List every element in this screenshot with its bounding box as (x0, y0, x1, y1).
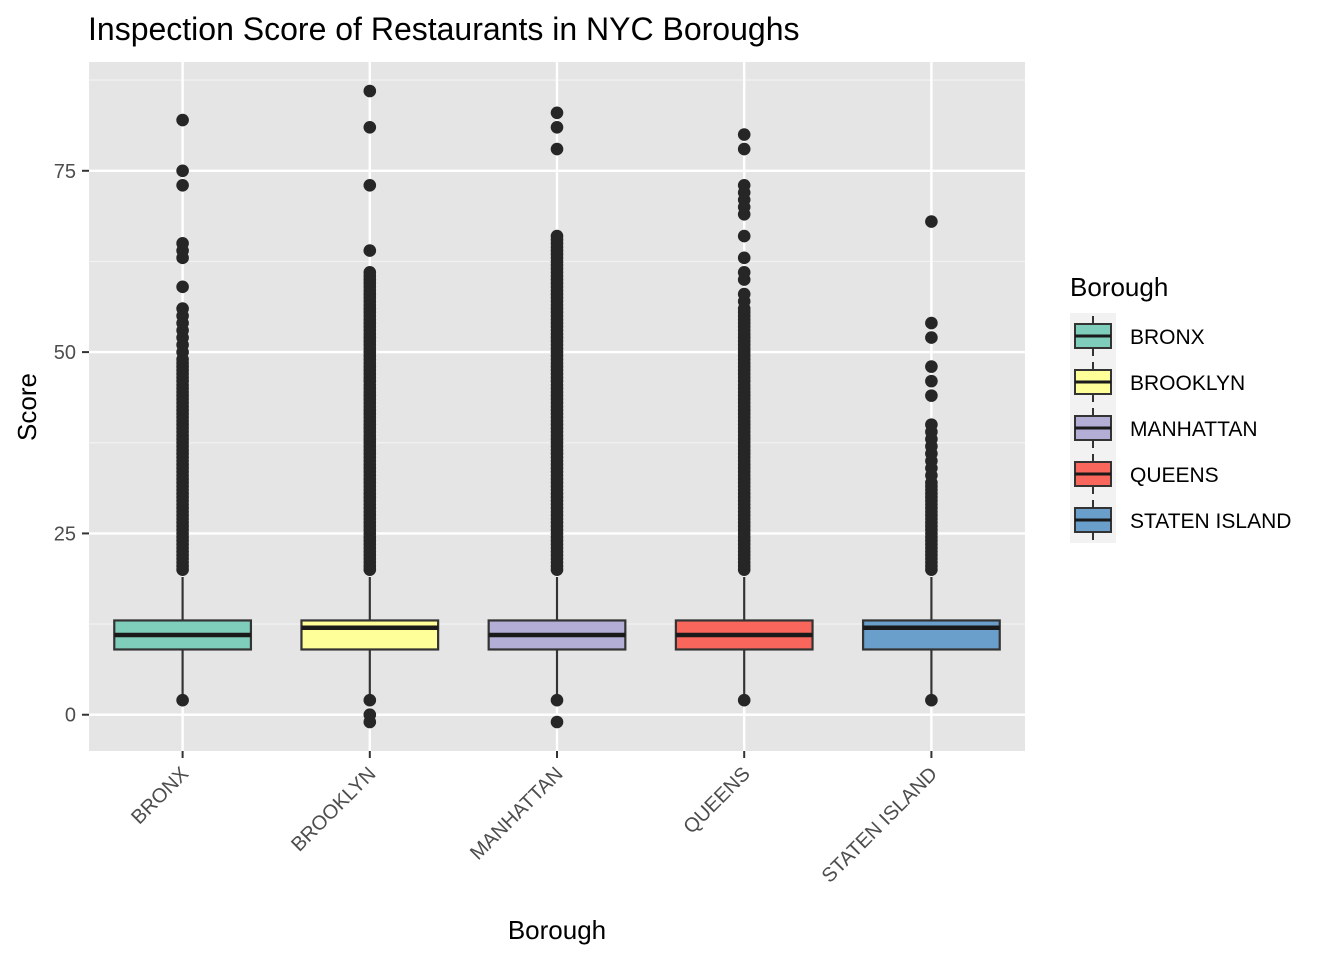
legend-label: BROOKLYN (1130, 372, 1245, 395)
outlier-point (737, 229, 751, 243)
legend-item-manhattan: MANHATTAN (1074, 408, 1258, 448)
legend-item-queens: QUEENS (1074, 454, 1219, 494)
outlier-point (550, 142, 564, 156)
x-tick-label: MANHATTAN (466, 763, 567, 864)
legend-label: BRONX (1130, 326, 1205, 349)
outlier-point (363, 693, 377, 707)
outlier-point (925, 374, 938, 388)
x-tick-label: STATEN ISLAND (818, 763, 942, 887)
outlier-point (737, 251, 751, 265)
outlier-point (737, 178, 751, 192)
y-tick-label: 25 (54, 523, 76, 545)
outlier-point (737, 266, 751, 279)
outlier-point (363, 266, 377, 279)
legend: Borough BRONX BROOKLYN MANHATTAN QUEENS STAT… (1070, 272, 1291, 543)
legend-label: MANHATTAN (1130, 418, 1258, 441)
outlier-point (550, 693, 564, 707)
chart-title: Inspection Score of Restaurants in NYC B… (88, 11, 799, 47)
outlier-point (925, 360, 938, 373)
legend-label: STATEN ISLAND (1130, 510, 1291, 533)
y-tick-label: 50 (54, 342, 76, 364)
box-brooklyn (300, 84, 440, 729)
outlier-point (737, 287, 751, 301)
y-tick-label: 0 (65, 705, 76, 727)
outlier-point (737, 128, 751, 141)
outlier-point (363, 120, 377, 134)
outlier-point (176, 113, 189, 127)
outlier-point (737, 142, 751, 156)
outlier-point (176, 280, 189, 294)
box-manhattan (487, 106, 627, 729)
y-axis-title: Score (12, 373, 42, 441)
outlier-point (550, 120, 564, 134)
outlier-point (363, 84, 377, 98)
legend-item-brooklyn: BROOKLYN (1074, 362, 1245, 402)
box-body (861, 619, 1001, 651)
legend-label: QUEENS (1130, 464, 1219, 487)
outlier-point (550, 106, 564, 120)
outlier-point (176, 302, 189, 315)
box-bronx (113, 113, 253, 707)
x-tick-label: BRONX (127, 763, 193, 829)
outlier-point (925, 316, 938, 330)
outlier-point (176, 164, 189, 178)
outlier-point (550, 229, 564, 243)
legend-item-bronx: BRONX (1074, 316, 1205, 356)
outlier-point (737, 693, 751, 707)
outlier-point (363, 708, 377, 722)
outlier-point (176, 237, 189, 250)
outlier-point (363, 178, 377, 192)
outlier-point (925, 215, 938, 228)
y-tick-label: 75 (54, 161, 76, 183)
outlier-point (550, 715, 564, 729)
outlier-point (176, 693, 189, 707)
outlier-point (925, 418, 938, 431)
box-queens (674, 128, 814, 707)
plot-data (113, 84, 1001, 729)
outlier-point (925, 389, 938, 402)
x-tick-label: BROOKLYN (287, 763, 380, 856)
legend-title: Borough (1070, 272, 1168, 302)
outlier-point (363, 244, 377, 257)
x-axis-title: Borough (508, 915, 606, 945)
outlier-point (925, 331, 938, 344)
box-body (300, 619, 440, 651)
legend-item-staten-island: STATEN ISLAND (1074, 500, 1291, 540)
outlier-point (925, 693, 938, 707)
box-staten-island (861, 215, 1001, 707)
x-tick-label: QUEENS (679, 763, 754, 838)
outlier-point (176, 178, 189, 192)
